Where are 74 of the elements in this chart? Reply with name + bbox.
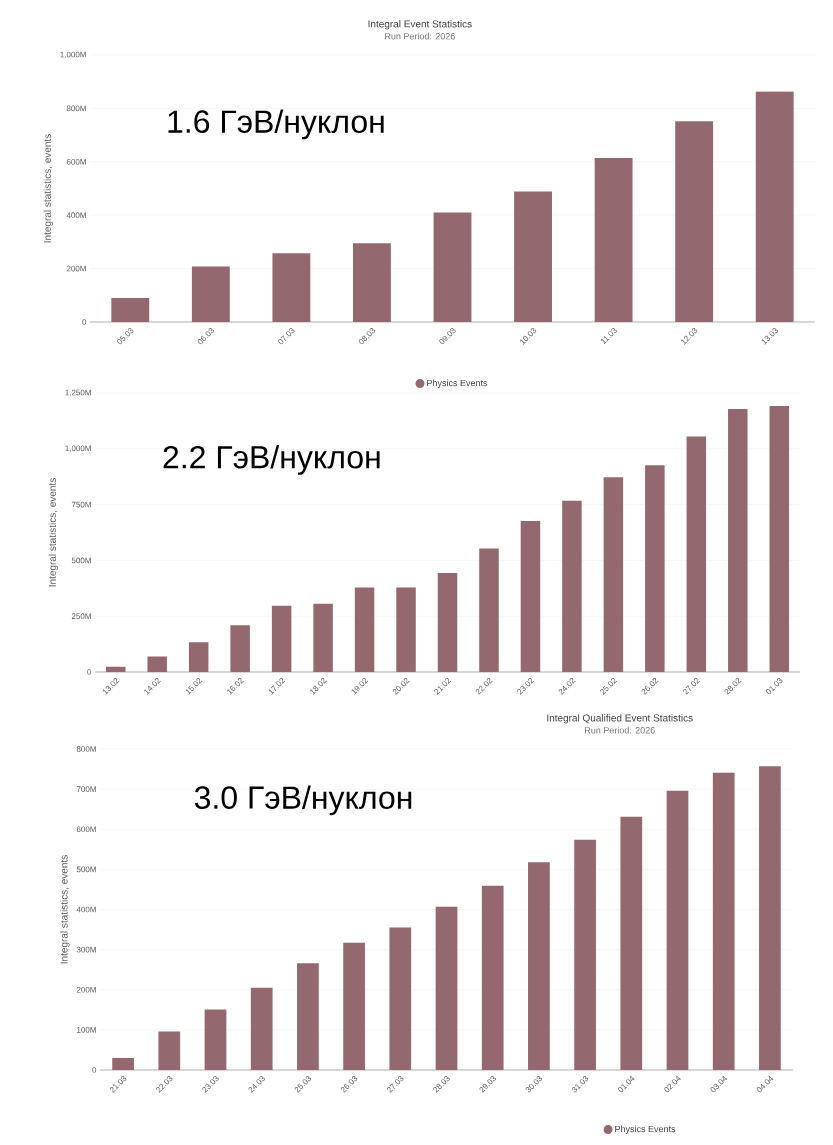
y-tick-label: 1,250M [65, 389, 91, 397]
bar [666, 790, 689, 1070]
bar [147, 656, 167, 672]
y-axis-title: Integral statistics, events [60, 855, 70, 964]
y-tick-label: 100M [77, 1027, 96, 1033]
y-tick-label: 400M [76, 906, 96, 913]
bar [514, 191, 552, 322]
y-tick-label: 0 [87, 669, 92, 675]
bar [396, 587, 416, 672]
bar [620, 816, 643, 1070]
bar [769, 405, 790, 672]
bar [111, 297, 150, 322]
bar [271, 605, 292, 672]
bar [755, 91, 794, 322]
y-tick-label: 200M [76, 986, 96, 993]
legend-label: Physics Events [615, 1125, 676, 1134]
y-tick-label: 600M [76, 826, 96, 833]
chart-title: Integral Event Statistics [368, 20, 472, 30]
bar [250, 987, 273, 1070]
bar [645, 465, 665, 672]
bar [686, 436, 707, 672]
bar [603, 477, 624, 672]
bar [272, 253, 311, 322]
bar [759, 766, 781, 1070]
bar [204, 1009, 227, 1070]
bar [433, 212, 472, 322]
bar [112, 1057, 134, 1070]
annotation: 1.6 ГэВ/нуклон [168, 109, 384, 140]
bar [354, 587, 375, 672]
chart-title: Integral Qualified Event Statistics [547, 714, 693, 724]
bar [353, 243, 391, 322]
bar [297, 963, 319, 1070]
y-axis-title: Integral statistics, events [43, 134, 53, 243]
bar [313, 603, 333, 672]
y-tick-label: 400M [66, 212, 86, 219]
bar [481, 885, 504, 1070]
bar [520, 520, 541, 672]
y-tick-label: 250M [71, 613, 91, 620]
bar [230, 625, 250, 672]
bar [594, 158, 633, 322]
bar [675, 121, 714, 322]
chart-subtitle: Run Period: 2026 [385, 32, 455, 40]
y-axis-title: Integral statistics, events [48, 478, 58, 587]
bar [188, 642, 209, 672]
y-tick-label: 300M [76, 946, 96, 953]
y-tick-label: 750M [71, 501, 91, 508]
y-tick-label: 500M [71, 557, 91, 564]
y-tick-label: 1,000M [65, 445, 91, 453]
bar [191, 266, 230, 322]
y-tick-label: 700M [76, 786, 96, 792]
y-tick-label: 1,000M [60, 51, 86, 59]
legend-label: Physics Events [427, 379, 488, 388]
annotation: 3.0 ГэВ/нуклон [194, 785, 412, 816]
bar [437, 572, 458, 672]
bar [562, 500, 582, 672]
bar [343, 942, 365, 1070]
bar [528, 862, 550, 1070]
bar [158, 1031, 181, 1070]
y-tick-label: 0 [92, 1067, 97, 1073]
chart-subtitle: Run Period: 2026 [585, 726, 655, 734]
bar [105, 666, 126, 672]
bar [712, 772, 735, 1070]
annotation: 2.2 ГэВ/нуклон [163, 445, 380, 475]
y-tick-label: 200M [66, 265, 86, 272]
y-tick-label: 800M [76, 746, 96, 752]
bar [435, 906, 458, 1070]
bar [574, 839, 596, 1070]
bar [389, 927, 412, 1070]
bar [728, 409, 748, 672]
y-tick-label: 800M [66, 105, 86, 112]
y-tick-label: 600M [66, 158, 86, 165]
y-tick-label: 500M [76, 866, 96, 873]
bar [479, 548, 499, 672]
y-tick-label: 0 [82, 319, 87, 325]
